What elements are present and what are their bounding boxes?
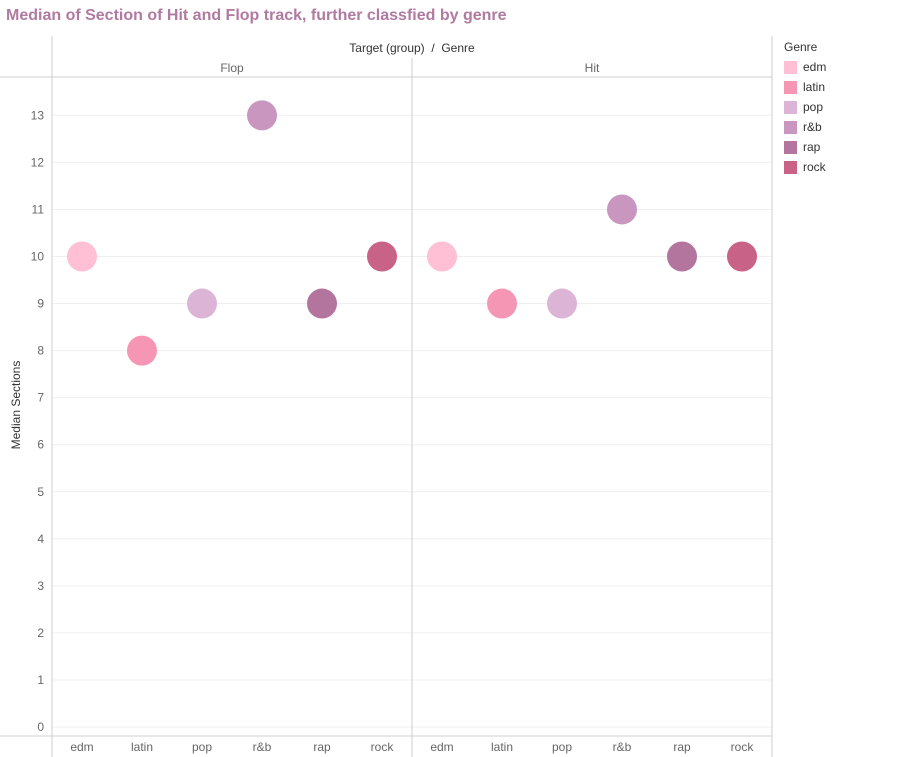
y-tick-label: 13 bbox=[31, 108, 45, 122]
data-point-flop-edm[interactable] bbox=[67, 241, 97, 272]
x-tick-label: r&b bbox=[613, 740, 632, 754]
legend-item-rnb[interactable]: r&b bbox=[784, 117, 826, 137]
y-tick-label: 12 bbox=[31, 155, 45, 169]
y-tick-label: 3 bbox=[37, 579, 44, 593]
x-tick-label: rap bbox=[673, 740, 691, 754]
x-tick-label: edm bbox=[430, 740, 453, 754]
y-tick-label: 2 bbox=[37, 626, 44, 640]
x-tick-label: pop bbox=[552, 740, 572, 754]
panel-header-hit: Hit bbox=[585, 61, 600, 75]
y-tick-label: 0 bbox=[37, 720, 44, 734]
legend-swatch bbox=[784, 160, 797, 174]
legend-swatch bbox=[784, 120, 797, 134]
legend-swatch bbox=[784, 80, 797, 94]
data-point-hit-latin[interactable] bbox=[487, 288, 517, 319]
x-tick-label: rock bbox=[371, 740, 395, 754]
data-point-hit-edm[interactable] bbox=[427, 241, 457, 272]
data-point-hit-rnb[interactable] bbox=[607, 194, 637, 225]
x-tick-label: pop bbox=[192, 740, 212, 754]
legend-label: edm bbox=[803, 60, 827, 74]
legend: Genre edm latin pop r&b rap rock bbox=[784, 40, 826, 177]
legend-swatch bbox=[784, 140, 797, 154]
legend-label: latin bbox=[803, 80, 826, 94]
x-tick-label: latin bbox=[131, 740, 153, 754]
data-point-flop-pop[interactable] bbox=[187, 288, 217, 319]
legend-item-edm[interactable]: edm bbox=[784, 57, 826, 77]
column-header: Target (group) / Genre bbox=[349, 41, 475, 55]
y-tick-label: 1 bbox=[37, 673, 44, 687]
y-tick-label: 4 bbox=[37, 532, 44, 546]
y-tick-label: 5 bbox=[37, 485, 44, 499]
data-point-hit-pop[interactable] bbox=[547, 288, 577, 319]
legend-title: Genre bbox=[784, 40, 818, 54]
legend-item-pop[interactable]: pop bbox=[784, 97, 826, 117]
y-tick-label: 10 bbox=[31, 250, 45, 264]
legend-label: rock bbox=[803, 160, 826, 174]
x-tick-label: latin bbox=[491, 740, 513, 754]
y-tick-label: 6 bbox=[37, 438, 44, 452]
legend-item-latin[interactable]: latin bbox=[784, 77, 826, 97]
y-tick-label: 11 bbox=[32, 202, 45, 216]
data-point-hit-rap[interactable] bbox=[667, 241, 697, 272]
x-tick-label: r&b bbox=[253, 740, 272, 754]
y-tick-label: 8 bbox=[37, 344, 44, 358]
data-point-flop-latin[interactable] bbox=[127, 335, 157, 366]
x-tick-label: rap bbox=[313, 740, 331, 754]
x-tick-label: edm bbox=[70, 740, 93, 754]
legend-label: rap bbox=[803, 140, 821, 154]
y-tick-label: 7 bbox=[37, 391, 44, 405]
legend-swatch bbox=[784, 100, 797, 114]
data-point-flop-rnb[interactable] bbox=[247, 100, 277, 131]
chart-title: Median of Section of Hit and Flop track,… bbox=[6, 7, 507, 24]
y-axis-label: Median Sections bbox=[9, 361, 23, 450]
legend-label: pop bbox=[803, 100, 824, 114]
legend-item-rock[interactable]: rock bbox=[784, 157, 826, 177]
legend-swatch bbox=[784, 60, 797, 74]
data-point-flop-rock[interactable] bbox=[367, 241, 397, 272]
data-point-hit-rock[interactable] bbox=[727, 241, 757, 272]
x-tick-label: rock bbox=[731, 740, 755, 754]
panel-header-flop: Flop bbox=[220, 61, 244, 75]
data-point-flop-rap[interactable] bbox=[307, 288, 337, 319]
y-tick-label: 9 bbox=[37, 297, 44, 311]
legend-label: r&b bbox=[803, 120, 822, 134]
legend-item-rap[interactable]: rap bbox=[784, 137, 826, 157]
